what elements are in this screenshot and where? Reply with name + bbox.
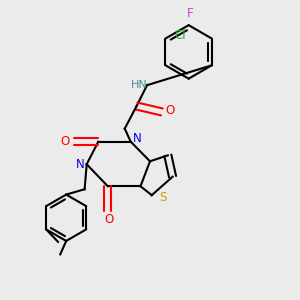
Text: O: O bbox=[104, 213, 113, 226]
Text: F: F bbox=[187, 8, 194, 20]
Text: Cl: Cl bbox=[174, 29, 186, 42]
Text: N: N bbox=[76, 158, 85, 171]
Text: N: N bbox=[133, 132, 142, 145]
Text: HN: HN bbox=[131, 80, 148, 90]
Text: S: S bbox=[159, 191, 167, 204]
Text: O: O bbox=[166, 104, 175, 117]
Text: O: O bbox=[61, 135, 70, 148]
